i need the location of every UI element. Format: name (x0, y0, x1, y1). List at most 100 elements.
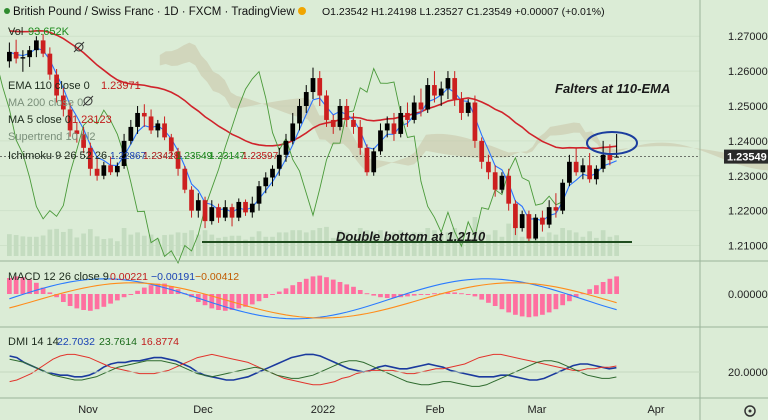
legend-ema-label[interactable]: EMA 110 close 0 (8, 80, 90, 92)
volume-bar (587, 231, 592, 256)
legend-ichimoku-value-4: 1.23147 (209, 151, 246, 162)
volume-bar (47, 229, 53, 256)
legend-ema-value: 1.23971 (101, 80, 141, 92)
volume-bar (189, 230, 194, 256)
market-status-dot (4, 8, 10, 14)
volume-bar (229, 235, 235, 256)
candle-body (418, 102, 424, 110)
macd-histogram-bar (27, 279, 32, 294)
macd-histogram-bar (587, 289, 592, 294)
candle-body (391, 123, 397, 134)
macd-histogram-bar (74, 294, 80, 309)
candle-body (202, 200, 208, 222)
candle-body (425, 85, 431, 110)
macd-histogram-bar (216, 294, 221, 310)
legend-supertrend-label[interactable]: Supertrend 10 hl2 (8, 131, 95, 143)
macd-histogram-bar (290, 285, 296, 294)
candle-body (162, 123, 167, 138)
volume-bar (546, 232, 552, 256)
macd-histogram-bar (465, 294, 471, 295)
volume-bar (101, 239, 107, 256)
dmi-plus-line (9, 353, 617, 381)
candle-body (114, 165, 120, 173)
volume-bar (499, 236, 505, 256)
candle-body (357, 126, 363, 148)
candle-body (94, 168, 100, 176)
candle-body (243, 201, 248, 213)
volume-bar (263, 236, 269, 256)
legend-ichimoku-value-1: 1.22867 (110, 151, 147, 162)
macd-histogram-bar (526, 294, 532, 318)
macd-histogram-bar (560, 294, 566, 306)
candle-body (47, 53, 53, 75)
macd-histogram-bar (148, 285, 154, 294)
macd-histogram-bar (283, 288, 289, 294)
macd-histogram-bar (479, 294, 485, 300)
candle-body (344, 105, 350, 120)
candle-body (87, 147, 93, 169)
volume-bar (303, 232, 309, 256)
falters-annotation: Falters at 110-EMA (555, 81, 670, 96)
legend-ichimoku-value-5: 1.23597 (242, 151, 279, 162)
candle-body (540, 217, 545, 225)
volume-bar (519, 236, 525, 256)
volume-bar (87, 229, 93, 256)
macd-histogram-bar (533, 294, 539, 317)
double-bottom-annotation: Double bottom at 1.2110 (336, 229, 486, 244)
macd-histogram-bar (425, 294, 431, 295)
candle-body (256, 186, 262, 204)
candle-body (303, 92, 309, 106)
time-axis-label: Apr (647, 404, 664, 416)
candle-body (553, 207, 559, 211)
legend-ma200-label[interactable]: MA 200 close 0 (8, 97, 83, 109)
candle-body (526, 214, 532, 239)
candle-body (283, 140, 289, 155)
candle-body (297, 105, 302, 124)
volume-bar (283, 232, 289, 256)
candle-body (398, 112, 404, 134)
volume-bar (249, 236, 255, 256)
candle-body (587, 165, 592, 180)
candle-body (513, 203, 518, 229)
eye-slash-icon[interactable] (82, 95, 94, 107)
candle-body (465, 102, 471, 113)
volume-bar (135, 232, 140, 256)
legend-dmi-label[interactable]: DMI 14 14 (8, 336, 59, 348)
candle-body (378, 130, 383, 152)
candle-body (330, 119, 336, 127)
ichimoku-lagging-line (0, 67, 563, 265)
volume-bar (398, 230, 404, 256)
eye-slash-icon[interactable] (73, 41, 85, 53)
legend-ichimoku-label[interactable]: Ichimoku 9 26 52 26 (8, 150, 107, 162)
axes: 1.27000 1.26000 1.25000 1.24000 1.23000 1.220… (78, 31, 768, 416)
candle-body (229, 207, 235, 218)
price-tick-label: 1.22000 (728, 206, 768, 218)
volume-bar (168, 234, 174, 256)
macd-histogram-bar (270, 294, 275, 295)
macd-histogram-bar (492, 294, 498, 306)
settings-icon[interactable] (744, 405, 756, 417)
macd-signal-line (9, 282, 617, 319)
legend-ma5-label[interactable]: MA 5 close 0 (8, 114, 71, 126)
volume-bar (553, 234, 559, 256)
candle-body (7, 51, 12, 62)
macd-histogram-bar (567, 294, 572, 302)
macd-histogram-bar (472, 294, 478, 297)
dmi-pane[interactable] (0, 353, 700, 387)
macd-pane[interactable] (7, 275, 619, 320)
macd-histogram-bar (519, 294, 525, 317)
candle-body (405, 112, 410, 120)
legend-vol-label[interactable]: Vol (8, 26, 23, 38)
candle-body (175, 151, 181, 169)
macd-histogram-bar (324, 277, 329, 294)
legend-macd-label[interactable]: MACD 12 26 close 9 (8, 271, 109, 283)
macd-histogram-bar (594, 285, 599, 294)
candle-body (614, 156, 619, 158)
candlesticks[interactable] (7, 34, 619, 243)
volume-bar (465, 239, 471, 256)
volume-bar (182, 232, 188, 256)
candle-body (13, 51, 19, 59)
